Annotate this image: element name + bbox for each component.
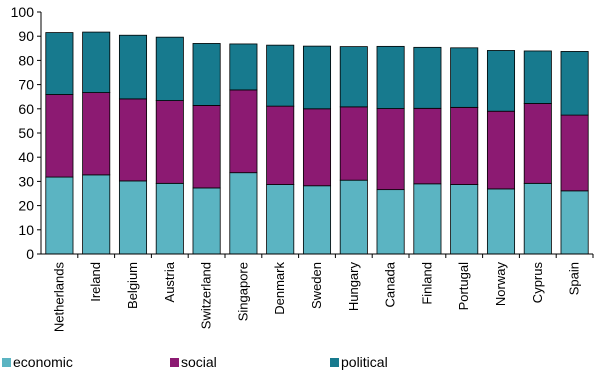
y-tick-label: 0 [26,246,34,262]
bar-segment-economic [266,184,295,255]
bar-segment-social [266,105,295,185]
bar-segment-political [266,44,295,107]
legend-swatch-social [170,358,179,367]
bar-segment-social [82,92,111,176]
bar-segment-economic [82,174,111,255]
bar-segment-economic [523,182,552,255]
bar-segment-social [45,94,74,178]
x-tick-label: Cyprus [530,262,545,304]
y-tick-label: 20 [18,198,34,214]
legend-label-social: social [181,354,217,370]
bar-segment-political [450,47,479,108]
x-axis-labels: Netherlands Ireland Belgium Austria Switzerl… [51,254,594,333]
x-tick-label: Norway [493,262,508,307]
legend-label-political: political [341,354,388,370]
bar-segment-social [192,105,221,189]
x-tick-label: Denmark [272,262,287,315]
bar-segment-economic [413,183,442,255]
bar-segment-social [302,108,332,187]
x-tick-label: Canada [383,261,398,307]
x-tick-label: Netherlands [51,262,66,333]
bar-segment-social [560,114,589,192]
bar-segment-economic [560,190,589,255]
y-axis-ticks: 0 10 20 30 40 50 60 70 80 90 100 [11,4,41,262]
y-tick-label: 100 [11,4,35,20]
bar-segment-economic [339,179,368,255]
bar-segment-social [339,106,368,181]
y-tick-label: 30 [18,173,34,189]
x-tick-label: Singapore [235,262,250,321]
x-tick-label: Spain [567,262,582,295]
bar-segment-economic [118,180,148,255]
legend: economic social political [2,354,388,370]
bar-segment-political [45,32,74,95]
x-tick-label: Switzerland [199,262,214,329]
bars [45,31,589,255]
bar-segment-political [413,46,442,109]
bar-segment-political [376,45,405,109]
x-tick-label: Hungary [346,262,361,312]
y-tick-label: 50 [18,125,34,141]
bar-segment-political [523,50,552,104]
bar-segment-political [302,45,332,110]
bar-segment-economic [229,172,258,255]
y-tick-label: 40 [18,149,34,165]
legend-swatch-economic [2,358,11,367]
x-tick-label: Austria [162,261,177,302]
y-tick-label: 90 [18,28,34,44]
x-tick-label: Ireland [88,262,103,302]
x-tick-label: Sweden [309,262,324,309]
bar-segment-economic [376,189,405,255]
bar-segment-social [376,108,405,191]
y-tick-label: 80 [18,52,34,68]
bar-segment-economic [192,187,221,255]
bar-segment-social [450,106,479,185]
bar-segment-social [229,89,258,174]
bar-segment-economic [486,188,516,255]
bar-segment-social [155,100,184,184]
x-tick-label: Belgium [125,262,140,309]
bar-segment-social [486,110,516,190]
bar-segment-economic [450,184,479,255]
bar-segment-political [118,34,148,100]
bar-segment-political [155,36,184,101]
x-tick-label: Portugal [456,262,471,311]
bar-segment-social [118,98,148,182]
bar-segment-social [413,107,442,185]
bar-segment-political [82,31,111,93]
bar-segment-political [486,50,516,112]
bar-segment-economic [155,182,184,255]
bar-segment-political [192,43,221,106]
y-tick-label: 10 [18,222,34,238]
bar-segment-social [523,103,552,184]
bar-segment-political [229,43,258,91]
bar-segment-political [560,51,589,116]
bar-segment-political [339,46,368,108]
legend-label-economic: economic [13,354,73,370]
y-tick-label: 70 [18,77,34,93]
bar-segment-economic [45,176,74,255]
legend-swatch-political [330,358,339,367]
bar-segment-economic [302,185,332,255]
x-tick-label: Finland [419,262,434,305]
y-tick-label: 60 [18,101,34,117]
